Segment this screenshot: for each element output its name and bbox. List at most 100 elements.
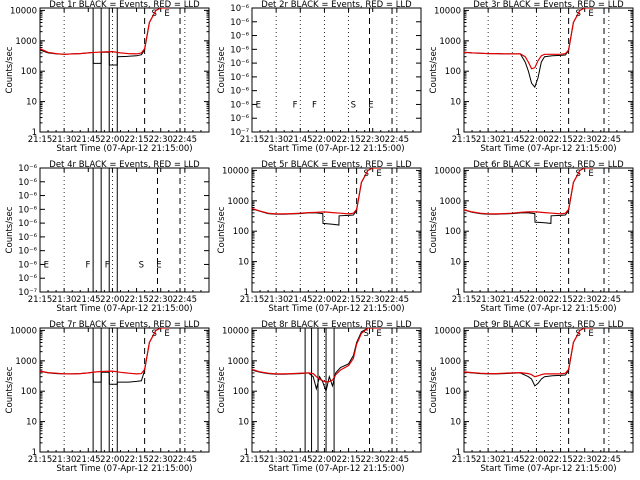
x-tick-label: 22:45 xyxy=(597,455,622,465)
flag-letter: E xyxy=(164,9,169,19)
y-tick-label: 1000 xyxy=(227,357,249,367)
chart-panel-4: Det 4r BLACK = Events, RED = LLD 21:15 21:… xyxy=(5,160,210,314)
flag-letter: S xyxy=(363,329,368,339)
y-tick-label: 10 xyxy=(238,418,249,428)
x-tick-label: 22:30 xyxy=(148,135,173,145)
lld-series-line xyxy=(252,168,381,215)
y-tick-label: 10⁻⁶ xyxy=(230,18,249,28)
y-tick-label: 10 xyxy=(450,258,461,268)
y-tick-label: 1 xyxy=(244,288,249,298)
flag-letter: E xyxy=(588,9,593,19)
y-tick-label: 10000 xyxy=(222,166,249,176)
chart-title: Det 5r BLACK = Events, RED = LLD xyxy=(261,160,412,170)
flag-letter: F xyxy=(85,260,90,270)
plot-frame xyxy=(463,327,634,453)
y-tick-label: 10 xyxy=(26,418,37,428)
y-tick-label: 10 xyxy=(450,418,461,428)
y-tick-label: 10⁻⁶ xyxy=(18,219,37,229)
y-tick-label: 10000 xyxy=(222,326,249,336)
y-tick-label: 10⁻⁶ xyxy=(230,87,249,97)
x-tick-label: 22:45 xyxy=(173,455,198,465)
x-tick-label: 22:30 xyxy=(572,295,597,305)
x-tick-label: 22:00 xyxy=(312,455,337,465)
x-tick-label: 21:30 xyxy=(52,295,77,305)
chart-title: Det 7r BLACK = Events, RED = LLD xyxy=(49,320,200,330)
y-tick-label: 100 xyxy=(445,387,461,397)
x-tick-label: 22:00 xyxy=(524,295,549,305)
flag-letter: E xyxy=(156,260,161,270)
y-tick-label: 10⁻⁶ xyxy=(230,59,249,69)
x-tick-label: 21:15 xyxy=(28,295,53,305)
chart-title: Det 1r BLACK = Events, RED = LLD xyxy=(49,0,200,10)
x-tick-label: 21:30 xyxy=(476,455,501,465)
y-tick-label: 10⁻⁷ xyxy=(18,288,37,298)
x-tick-label: 22:45 xyxy=(385,295,410,305)
flag-letter: E xyxy=(376,329,381,339)
x-tick-label: 22:15 xyxy=(124,295,149,305)
x-tick-label: 22:00 xyxy=(100,135,125,145)
y-tick-label: 10⁻⁶ xyxy=(230,100,249,110)
y-tick-label: 1000 xyxy=(439,357,461,367)
y-tick-label: 10 xyxy=(238,258,249,268)
x-tick-label: 21:30 xyxy=(52,135,77,145)
x-tick-label: 21:15 xyxy=(452,295,477,305)
x-tick-label: 22:00 xyxy=(524,455,549,465)
flag-letter: E xyxy=(376,169,381,179)
y-tick-label: 1 xyxy=(456,288,461,298)
y-tick-label: 10⁻⁷ xyxy=(230,128,249,138)
x-tick-label: 21:45 xyxy=(288,295,313,305)
chart-title: Det 4r BLACK = Events, RED = LLD xyxy=(49,160,200,170)
plot-frame xyxy=(463,7,634,133)
y-tick-label: 100 xyxy=(21,387,37,397)
lld-series-line xyxy=(464,168,593,215)
plot-frame xyxy=(251,167,422,293)
x-tick-label: 22:30 xyxy=(360,135,385,145)
events-series-line xyxy=(252,168,381,226)
y-axis-label: Counts/sec xyxy=(217,366,227,413)
x-tick-label: 22:15 xyxy=(548,135,573,145)
flag-letter: F xyxy=(105,260,110,270)
plot-frame xyxy=(463,167,634,293)
x-axis-label: Start Time (07-Apr-12 21:15:00) xyxy=(480,464,616,474)
x-tick-label: 22:45 xyxy=(597,295,622,305)
events-series-line xyxy=(464,168,593,224)
flag-letter: E xyxy=(44,260,49,270)
x-tick-label: 22:00 xyxy=(524,135,549,145)
flag-letter: E xyxy=(588,329,593,339)
x-tick-label: 21:30 xyxy=(52,455,77,465)
y-axis-label: Counts/sec xyxy=(5,366,15,413)
x-tick-label: 21:30 xyxy=(476,135,501,145)
y-tick-label: 10000 xyxy=(434,6,461,16)
x-tick-label: 21:45 xyxy=(76,135,101,145)
x-tick-label: 22:30 xyxy=(360,295,385,305)
y-tick-label: 10⁻⁶ xyxy=(230,114,249,124)
plot-frame xyxy=(39,327,210,453)
events-series-line xyxy=(40,8,169,66)
chart-title: Det 6r BLACK = Events, RED = LLD xyxy=(473,160,624,170)
y-axis-label: Counts/sec xyxy=(217,206,227,253)
y-tick-label: 10000 xyxy=(10,6,37,16)
y-tick-label: 100 xyxy=(445,67,461,77)
x-tick-label: 21:15 xyxy=(28,455,53,465)
x-tick-label: 22:15 xyxy=(548,455,573,465)
x-tick-label: 22:45 xyxy=(385,455,410,465)
x-tick-label: 22:30 xyxy=(572,455,597,465)
flag-letter: E xyxy=(256,100,261,110)
x-tick-label: 22:15 xyxy=(548,295,573,305)
x-tick-label: 22:45 xyxy=(385,135,410,145)
lld-series-line xyxy=(40,328,169,375)
y-tick-label: 10⁻⁶ xyxy=(18,247,37,257)
plot-frame xyxy=(39,167,210,293)
y-tick-label: 1000 xyxy=(227,197,249,207)
x-tick-label: 21:15 xyxy=(28,135,53,145)
x-tick-label: 21:15 xyxy=(452,455,477,465)
x-tick-label: 22:30 xyxy=(148,455,173,465)
x-tick-label: 22:15 xyxy=(336,135,361,145)
x-axis-label: Start Time (07-Apr-12 21:15:00) xyxy=(268,304,404,314)
y-tick-label: 1 xyxy=(244,448,249,458)
events-series-line xyxy=(40,328,169,385)
y-tick-label: 100 xyxy=(233,387,249,397)
x-tick-label: 21:15 xyxy=(240,135,265,145)
